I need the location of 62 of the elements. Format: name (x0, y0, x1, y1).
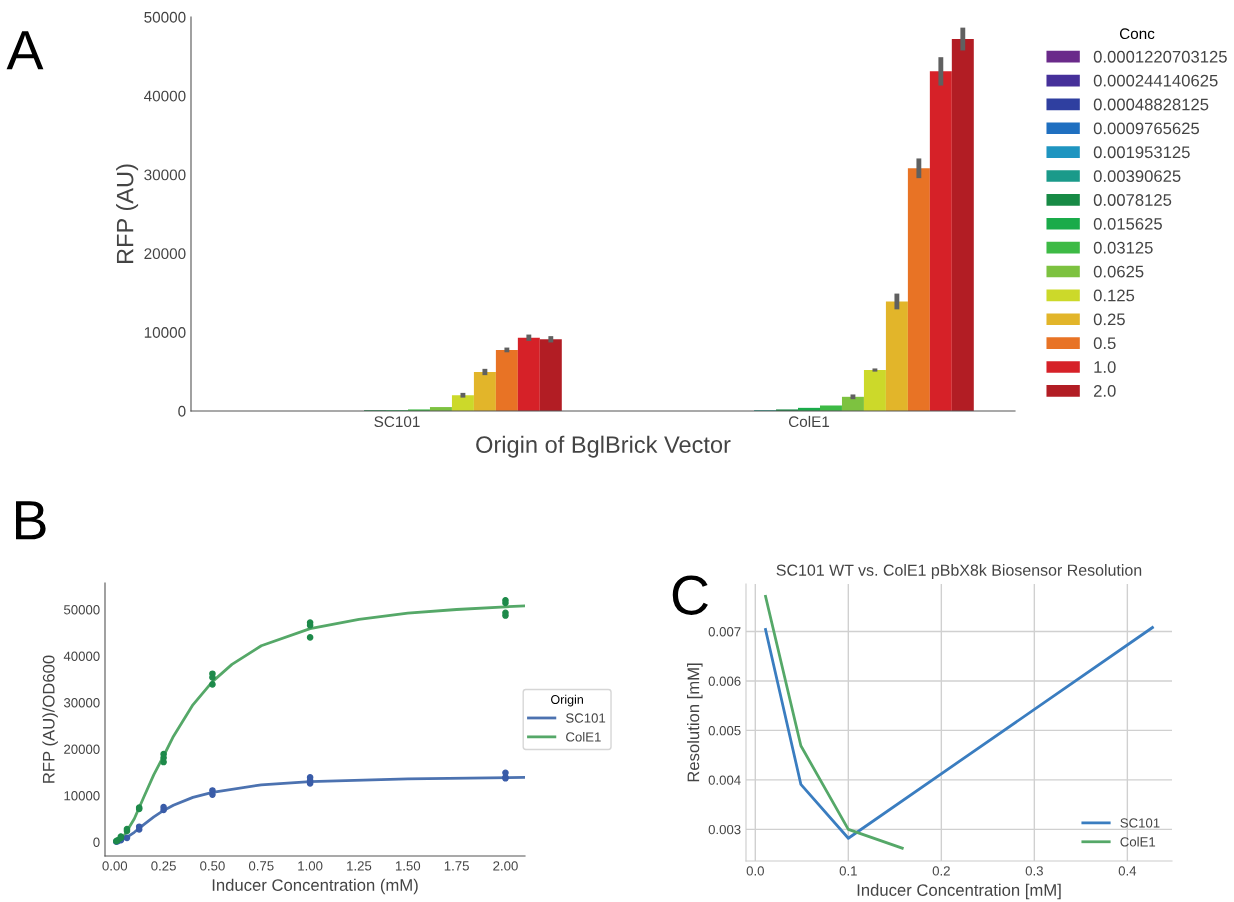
x-tick-label: 2.00 (493, 861, 518, 871)
y-tick-label: 50000 (63, 605, 100, 615)
legend-label: ColE1 (1120, 836, 1156, 847)
x-axis-title: Inducer Concentration [mM] (857, 883, 1061, 900)
y-tick-label: 30000 (63, 698, 100, 708)
legend-label: 0.001953125 (1093, 146, 1190, 159)
y-tick-label: 0 (93, 837, 100, 847)
legend-title: Conc (1119, 28, 1155, 40)
y-axis-title: RFP (AU) (116, 164, 139, 264)
text: B (16, 501, 46, 540)
legend-label: SC101 (1120, 818, 1160, 828)
y-tick-label: 40000 (63, 651, 100, 661)
legend-label: 0.0625 (1093, 265, 1144, 278)
y-tick-label: 20000 (64, 744, 100, 754)
legend-label: 0.125 (1093, 289, 1135, 302)
legend-label: 0.00048828125 (1093, 98, 1209, 111)
y-tick-label: 10000 (144, 327, 186, 338)
y-tick-label: 0.007 (708, 627, 741, 637)
text: A (6, 31, 44, 70)
legend-label: 1.0 (1094, 361, 1116, 373)
legend-label: SC101 (566, 713, 606, 723)
y-tick-label: 0.003 (708, 824, 741, 835)
x-axis-title: Inducer Concentration (mM) (212, 878, 418, 895)
y-tick-label: 0 (178, 405, 186, 417)
chart-title: SC101 WT vs. ColE1 pBbX8k Biosensor Resolution (776, 564, 1142, 579)
legend-label: 0.015625 (1093, 217, 1162, 230)
y-tick-label: 0.005 (708, 725, 741, 736)
legend-label: 0.0009765625 (1093, 122, 1200, 135)
x-tick-label: 0.0 (746, 866, 764, 876)
x-tick-label: 0.2 (932, 866, 950, 876)
y-tick-label: 50000 (144, 11, 186, 23)
y-tick-label: 0.004 (708, 775, 741, 785)
x-tick-label: 1.50 (395, 861, 421, 871)
x-tick-label: 1.25 (347, 861, 372, 871)
legend-label: 0.000244140625 (1093, 74, 1218, 87)
x-tick-label: 0.00 (102, 861, 128, 871)
legend-label: 0.00390625 (1093, 170, 1181, 183)
legend-label: 0.25 (1093, 313, 1125, 326)
legend-label: 0.0078125 (1093, 194, 1172, 206)
y-tick-label: 20000 (144, 248, 186, 260)
legend-title: Origin (551, 694, 583, 707)
legend-label: 0.03125 (1093, 241, 1153, 254)
x-tick-label: 0.25 (151, 861, 176, 871)
x-tick-label: 1.00 (298, 861, 323, 871)
x-tick-label: 1.75 (444, 861, 469, 871)
y-tick-label: 10000 (64, 791, 100, 801)
y-axis-title: RFP (AU)/OD600 (42, 655, 58, 783)
x-axis-title: Origin of BglBrick Vector (476, 435, 731, 458)
legend-label: ColE1 (566, 731, 601, 742)
x-tick-label: 0.3 (1025, 866, 1043, 876)
x-tick-label: 0.50 (200, 861, 225, 871)
legend-label: 0.0001220703125 (1093, 50, 1227, 63)
x-tick-label: 0.1 (839, 866, 857, 876)
y-tick-label: 0.006 (708, 676, 741, 686)
x-tick-label: 0.4 (1118, 866, 1137, 876)
text: C (672, 575, 708, 615)
y-tick-label: 40000 (144, 90, 186, 102)
y-axis-title: Resolution [mM] (687, 663, 703, 782)
x-tick-label: 0.75 (248, 861, 274, 871)
legend-label: 2.0 (1093, 385, 1116, 397)
legend-label: 0.5 (1093, 337, 1116, 350)
y-tick-label: 30000 (144, 169, 186, 181)
